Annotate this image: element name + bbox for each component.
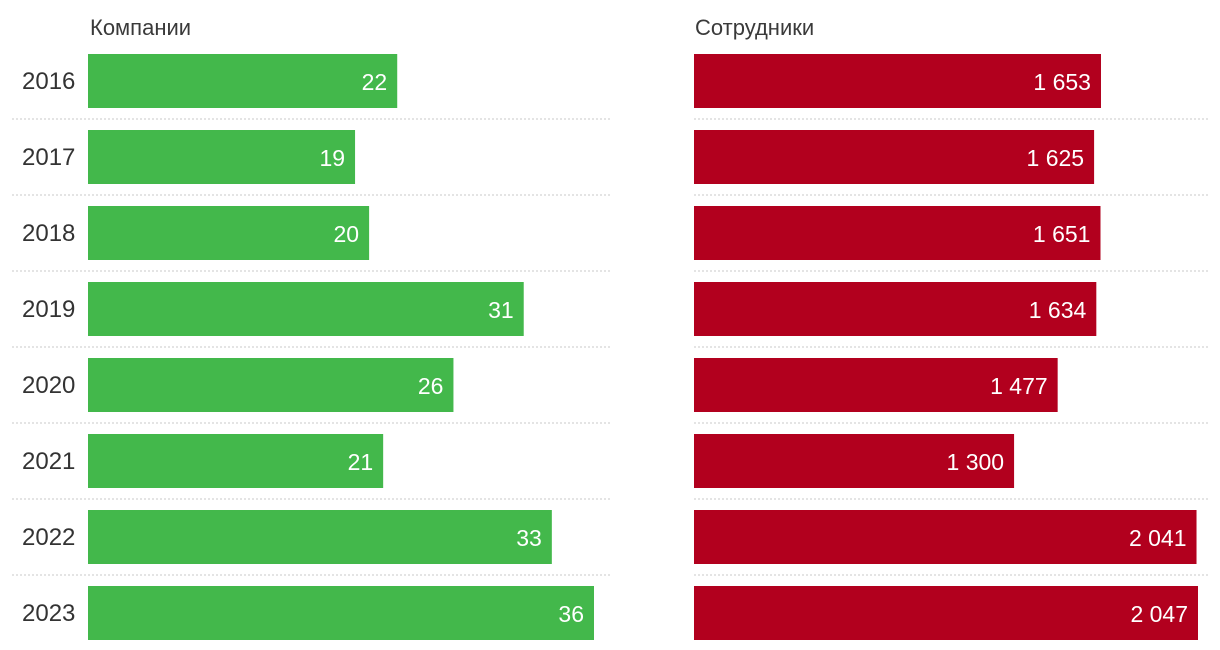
year-label-2018: 2018 xyxy=(22,220,75,247)
companies-value-label-2016: 22 xyxy=(362,69,388,95)
companies-bar-2023 xyxy=(88,586,594,640)
companies-bar-2021 xyxy=(88,434,384,488)
year-label-2021: 2021 xyxy=(22,448,75,475)
employees-bar-2023 xyxy=(694,586,1198,640)
companies-bar-2018 xyxy=(88,206,370,260)
employees-bar-2016 xyxy=(694,54,1101,108)
year-label-2019: 2019 xyxy=(22,296,75,323)
companies-bar-2022 xyxy=(88,510,552,564)
companies-bars: 22 19 20 31 26 21 33 36 xyxy=(88,54,594,640)
employees-bar-2021 xyxy=(694,434,1015,488)
employees-value-label-2017: 1 625 xyxy=(1027,145,1085,171)
companies-value-label-2019: 31 xyxy=(488,297,514,323)
employees-value-label-2019: 1 634 xyxy=(1029,297,1087,323)
employees-bar-2022 xyxy=(694,510,1197,564)
companies-value-label-2022: 33 xyxy=(516,525,542,551)
companies-value-label-2018: 20 xyxy=(334,221,360,247)
companies-value-label-2023: 36 xyxy=(558,601,584,627)
employees-value-label-2021: 1 300 xyxy=(947,449,1005,475)
companies-bar-2016 xyxy=(88,54,398,108)
employees-value-label-2023: 2 047 xyxy=(1130,601,1188,627)
employees-bar-2020 xyxy=(694,358,1058,412)
employees-value-label-2020: 1 477 xyxy=(990,373,1048,399)
year-label-2017: 2017 xyxy=(22,144,75,171)
year-label-2023: 2023 xyxy=(22,600,75,627)
employees-bars: 1 653 1 625 1 651 1 634 1 477 1 300 2 041 2 047 xyxy=(694,54,1198,640)
row-dividers xyxy=(12,118,1208,576)
panel-title-companies: Компании xyxy=(90,15,191,40)
companies-value-label-2017: 19 xyxy=(319,145,345,171)
year-labels: 2016 2017 2018 2019 2020 2021 2022 2023 xyxy=(22,68,75,627)
employees-value-label-2016: 1 653 xyxy=(1033,69,1091,95)
panel-title-employees: Сотрудники xyxy=(695,15,814,40)
companies-value-label-2021: 21 xyxy=(348,449,374,475)
companies-bar-2019 xyxy=(88,282,524,336)
companies-bar-2020 xyxy=(88,358,454,412)
year-label-2016: 2016 xyxy=(22,68,75,95)
employees-bar-2017 xyxy=(694,130,1095,184)
year-label-2020: 2020 xyxy=(22,372,75,399)
year-label-2022: 2022 xyxy=(22,524,75,551)
employees-value-label-2022: 2 041 xyxy=(1129,525,1187,551)
employees-bar-2019 xyxy=(694,282,1097,336)
employees-value-label-2018: 1 651 xyxy=(1033,221,1091,247)
companies-value-label-2020: 26 xyxy=(418,373,444,399)
companies-bar-2017 xyxy=(88,130,356,184)
employees-bar-2018 xyxy=(694,206,1101,260)
